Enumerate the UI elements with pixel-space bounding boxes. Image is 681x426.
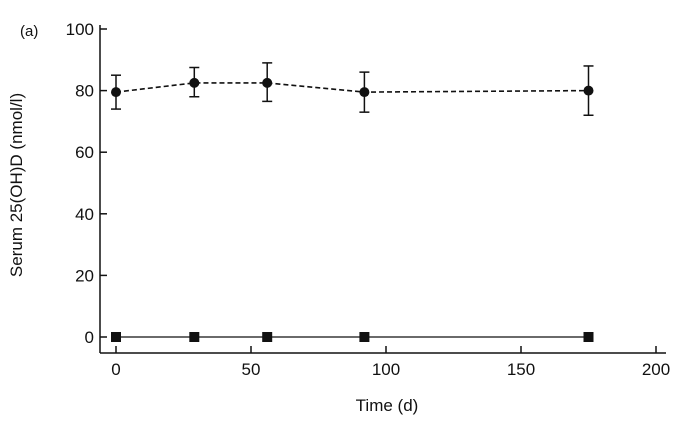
y-tick-label: 40 xyxy=(75,205,94,224)
data-point xyxy=(189,77,200,88)
y-tick-label: 20 xyxy=(75,266,94,285)
data-point xyxy=(583,85,594,96)
data-point xyxy=(262,77,273,88)
y-tick-label: 100 xyxy=(66,20,94,39)
x-tick-label: 50 xyxy=(242,360,261,379)
data-point xyxy=(359,87,370,98)
x-tick-label: 100 xyxy=(372,360,400,379)
y-axis-title: Serum 25(OH)D (nmol/l) xyxy=(7,93,26,277)
data-point xyxy=(189,332,200,342)
y-tick-label: 60 xyxy=(75,143,94,162)
data-point xyxy=(262,332,273,342)
x-tick-label: 0 xyxy=(111,360,120,379)
data-point xyxy=(111,332,121,342)
x-tick-label: 200 xyxy=(642,360,670,379)
x-axis-title: Time (d) xyxy=(356,396,419,415)
data-point xyxy=(359,332,370,342)
plot-area: 0 20 40 60 80 100 0 50 100 150 200 xyxy=(66,20,671,379)
data-point xyxy=(583,332,594,342)
y-tick-label: 0 xyxy=(85,328,94,347)
series-1-line xyxy=(115,82,589,93)
panel-label: (a) xyxy=(20,23,38,40)
y-tick-label: 80 xyxy=(75,82,94,101)
data-point xyxy=(111,87,121,98)
x-tick-label: 150 xyxy=(507,360,535,379)
